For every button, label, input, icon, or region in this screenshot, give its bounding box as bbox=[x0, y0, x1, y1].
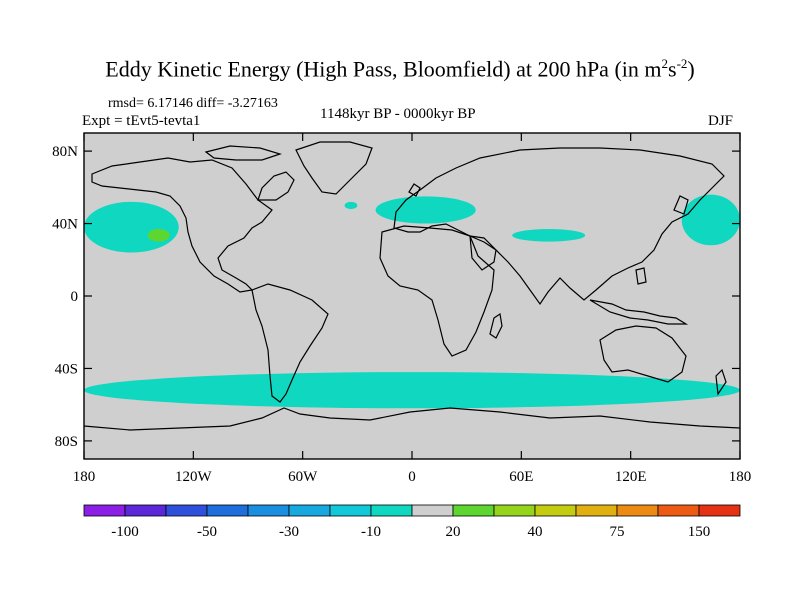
y-tick-label: 40S bbox=[55, 361, 78, 377]
x-tick-label: 60W bbox=[288, 469, 318, 485]
x-tick-label: 0 bbox=[408, 469, 416, 485]
colorbar-label: -10 bbox=[361, 524, 381, 540]
x-tick-label: 180 bbox=[729, 469, 752, 485]
region-5 bbox=[681, 194, 740, 246]
colorbar-box bbox=[452, 504, 495, 517]
region-1 bbox=[147, 228, 170, 242]
colorbar-box bbox=[247, 504, 290, 517]
colorbar-label: -100 bbox=[111, 524, 139, 540]
experiment-label: Expt = tEvt5-tevta1 bbox=[82, 113, 201, 129]
x-tick-label: 180 bbox=[73, 469, 96, 485]
colorbar-label: -50 bbox=[197, 524, 217, 540]
period-label: 1148kyr BP - 0000kyr BP bbox=[320, 106, 476, 122]
colorbar-box bbox=[657, 504, 700, 517]
colorbar-box bbox=[329, 504, 372, 517]
colorbar-box bbox=[534, 504, 577, 517]
colorbar-box bbox=[83, 504, 126, 517]
colorbar-box bbox=[165, 504, 208, 517]
colorbar-label: 40 bbox=[528, 524, 543, 540]
region-4 bbox=[512, 228, 586, 242]
map-background bbox=[84, 133, 740, 459]
stats-label: rmsd= 6.17146 diff= -3.27163 bbox=[108, 96, 278, 111]
x-tick-label: 120E bbox=[615, 469, 647, 485]
region-2 bbox=[344, 201, 358, 210]
colorbar-box bbox=[206, 504, 249, 517]
colorbar-box bbox=[616, 504, 659, 517]
colorbar-box bbox=[698, 504, 741, 517]
y-tick-label: 0 bbox=[71, 289, 79, 305]
season-label: DJF bbox=[708, 113, 734, 129]
colorbar-label: 20 bbox=[446, 524, 461, 540]
region-6 bbox=[84, 372, 740, 409]
colorbar-label: 150 bbox=[688, 524, 711, 540]
chart-title: Eddy Kinetic Energy (High Pass, Bloomfie… bbox=[105, 56, 695, 82]
y-tick-label: 40N bbox=[52, 217, 78, 233]
y-tick-label: 80N bbox=[52, 144, 78, 160]
colorbar-box bbox=[124, 504, 167, 517]
x-tick-label: 60E bbox=[509, 469, 533, 485]
region-0 bbox=[84, 201, 179, 253]
colorbar-box bbox=[493, 504, 536, 517]
colorbar-label: 75 bbox=[610, 524, 625, 540]
colorbar-box bbox=[411, 504, 454, 517]
colorbar-box bbox=[575, 504, 618, 517]
colorbar-label: -30 bbox=[279, 524, 299, 540]
colorbar-box bbox=[370, 504, 413, 517]
colorbar-box bbox=[288, 504, 331, 517]
region-3 bbox=[375, 196, 476, 224]
coastlines bbox=[84, 141, 740, 431]
y-tick-label: 80S bbox=[55, 434, 78, 450]
x-tick-label: 120W bbox=[175, 469, 213, 485]
